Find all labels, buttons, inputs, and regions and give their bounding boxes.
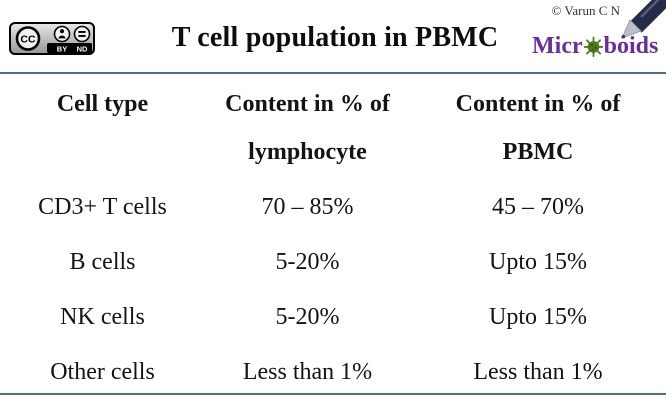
col-header-cell-type: Cell type <box>0 80 205 176</box>
logo-text-prefix: Micr <box>532 33 583 59</box>
cell-type-cell: Other cells <box>50 359 155 385</box>
table-row: NK cells 5-20% Upto 15% <box>0 290 666 345</box>
table-body: CD3+ T cells 70 – 85% 45 – 70% B cells 5… <box>0 180 666 400</box>
header-line <box>0 128 205 176</box>
license-label-strip <box>47 43 92 53</box>
pen-icon <box>621 0 666 39</box>
cell-type-cell: NK cells <box>60 304 145 330</box>
copyright-text: © Varun C N <box>551 3 621 18</box>
cell-population-table: Cell type Content in % of lymphocyte Con… <box>0 80 666 400</box>
pbmc-pct-cell: Upto 15% <box>489 249 587 275</box>
microboids-logo: Micr boids <box>532 33 658 60</box>
table-row: B cells 5-20% Upto 15% <box>0 235 666 290</box>
header-line: Content in % of <box>455 91 621 117</box>
nd-icon <box>73 25 91 43</box>
header-line: Cell type <box>56 91 149 117</box>
microbe-icon <box>583 36 603 58</box>
bottom-divider <box>0 393 666 395</box>
cell-type-cell: B cells <box>69 249 136 275</box>
col-header-pbmc-pct: Content in % of PBMC <box>410 80 666 176</box>
col-header-lymphocyte-pct: Content in % of lymphocyte <box>205 80 410 176</box>
nd-label: ND <box>77 45 88 54</box>
table-row: Other cells Less than 1% Less than 1% <box>0 345 666 400</box>
svg-text:CC: CC <box>20 34 36 46</box>
page-title: T cell population in PBMC <box>171 22 499 53</box>
header-line: PBMC <box>502 139 574 165</box>
table-row: CD3+ T cells 70 – 85% 45 – 70% <box>0 180 666 235</box>
pbmc-pct-cell: 45 – 70% <box>492 194 584 220</box>
cc-icon: CC <box>15 26 41 51</box>
lymphocyte-pct-cell: Less than 1% <box>242 359 373 385</box>
lymphocyte-pct-cell: 70 – 85% <box>261 194 354 220</box>
header-line: lymphocyte <box>248 139 367 165</box>
table-header-row: Cell type Content in % of lymphocyte Con… <box>0 80 666 176</box>
by-icon <box>53 25 71 43</box>
header-line: Content in % of <box>225 91 390 117</box>
cc-license-badge[interactable]: CC BY ND <box>9 22 95 55</box>
pbmc-pct-cell: Less than 1% <box>473 359 603 385</box>
cc-by-nd-icon: CC BY ND <box>9 22 95 55</box>
top-divider <box>0 72 666 74</box>
by-label: BY <box>57 45 67 54</box>
pbmc-pct-cell: Upto 15% <box>489 304 587 330</box>
lymphocyte-pct-cell: 5-20% <box>275 249 340 275</box>
logo-text-suffix: boids <box>603 33 659 59</box>
cell-type-cell: CD3+ T cells <box>38 194 167 220</box>
lymphocyte-pct-cell: 5-20% <box>275 304 340 330</box>
